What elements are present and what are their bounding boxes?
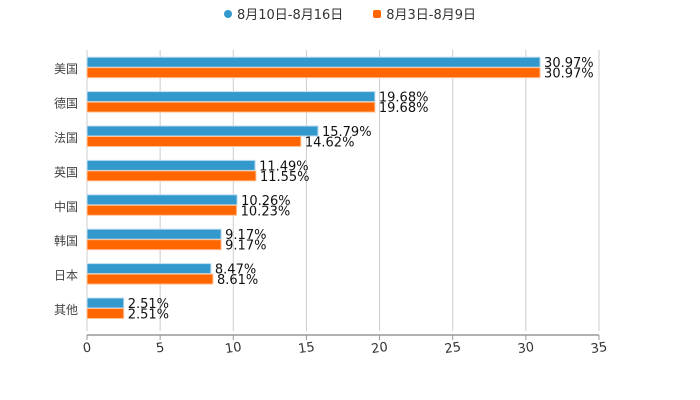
legend-item-series-1[interactable]: 8月10日-8月16日 <box>223 4 344 23</box>
data-label: 30.97% <box>544 67 594 82</box>
bar-series-1 <box>86 297 125 309</box>
bar-series-2 <box>86 170 257 182</box>
legend-circle-icon <box>223 9 232 18</box>
legend-label: 8月10日-8月16日 <box>236 8 344 23</box>
bar-series-1 <box>86 263 212 275</box>
data-label: 9.17% <box>225 228 266 243</box>
bar-series-2 <box>86 308 125 319</box>
bar-series-1 <box>86 56 541 68</box>
data-label: 10.23% <box>241 204 291 219</box>
data-label: 15.79% <box>322 125 372 140</box>
x-tick-label: 35 <box>590 340 608 357</box>
y-category-label: 法国 <box>54 131 78 145</box>
bar-series-2 <box>86 101 376 113</box>
y-category-label: 英国 <box>54 165 78 179</box>
data-label: 8.61% <box>217 273 258 288</box>
y-category-label: 德国 <box>54 96 78 111</box>
y-category-label: 日本 <box>54 269 78 283</box>
y-category-label: 其他 <box>54 303 78 317</box>
legend-item-series-2[interactable]: 8月3日-8月9日 <box>373 4 476 23</box>
data-label: 2.51% <box>128 308 169 323</box>
x-tick-label: 5 <box>155 340 165 356</box>
x-tick-label: 30 <box>517 340 535 357</box>
bar-series-2 <box>86 67 541 79</box>
bar-series-1 <box>86 228 222 240</box>
y-category-label: 韩国 <box>54 233 78 248</box>
bar-series-2 <box>86 273 214 285</box>
legend-square-icon <box>373 9 382 18</box>
legend-label: 8月3日-8月9日 <box>386 8 477 23</box>
x-tick-label: 0 <box>82 340 92 356</box>
x-tick-label: 25 <box>444 340 462 357</box>
data-label: 2.51% <box>128 297 169 312</box>
x-tick-label: 15 <box>297 340 315 357</box>
data-label: 30.97% <box>544 56 594 71</box>
x-tick-label: 20 <box>370 340 388 357</box>
data-label: 11.49% <box>259 159 309 174</box>
data-label: 14.62% <box>305 136 355 151</box>
data-label: 9.17% <box>225 239 266 254</box>
bar-series-2 <box>86 239 222 251</box>
bar-series-1 <box>86 125 319 137</box>
bar-series-1 <box>86 194 238 206</box>
data-label: 19.68% <box>379 101 429 116</box>
data-label: 11.55% <box>260 170 310 185</box>
y-category-label: 美国 <box>54 62 78 76</box>
bar-series-2 <box>86 136 302 147</box>
y-category-label: 中国 <box>54 199 78 214</box>
x-tick-label: 10 <box>224 340 242 357</box>
data-label: 8.47% <box>215 263 256 278</box>
bar-series-2 <box>86 204 238 216</box>
bar-series-1 <box>86 91 376 103</box>
legend: 8月10日-8月16日 8月3日-8月9日 <box>0 4 700 23</box>
data-label: 19.68% <box>379 91 429 106</box>
bar-series-1 <box>86 159 256 171</box>
data-label: 10.26% <box>241 194 291 209</box>
